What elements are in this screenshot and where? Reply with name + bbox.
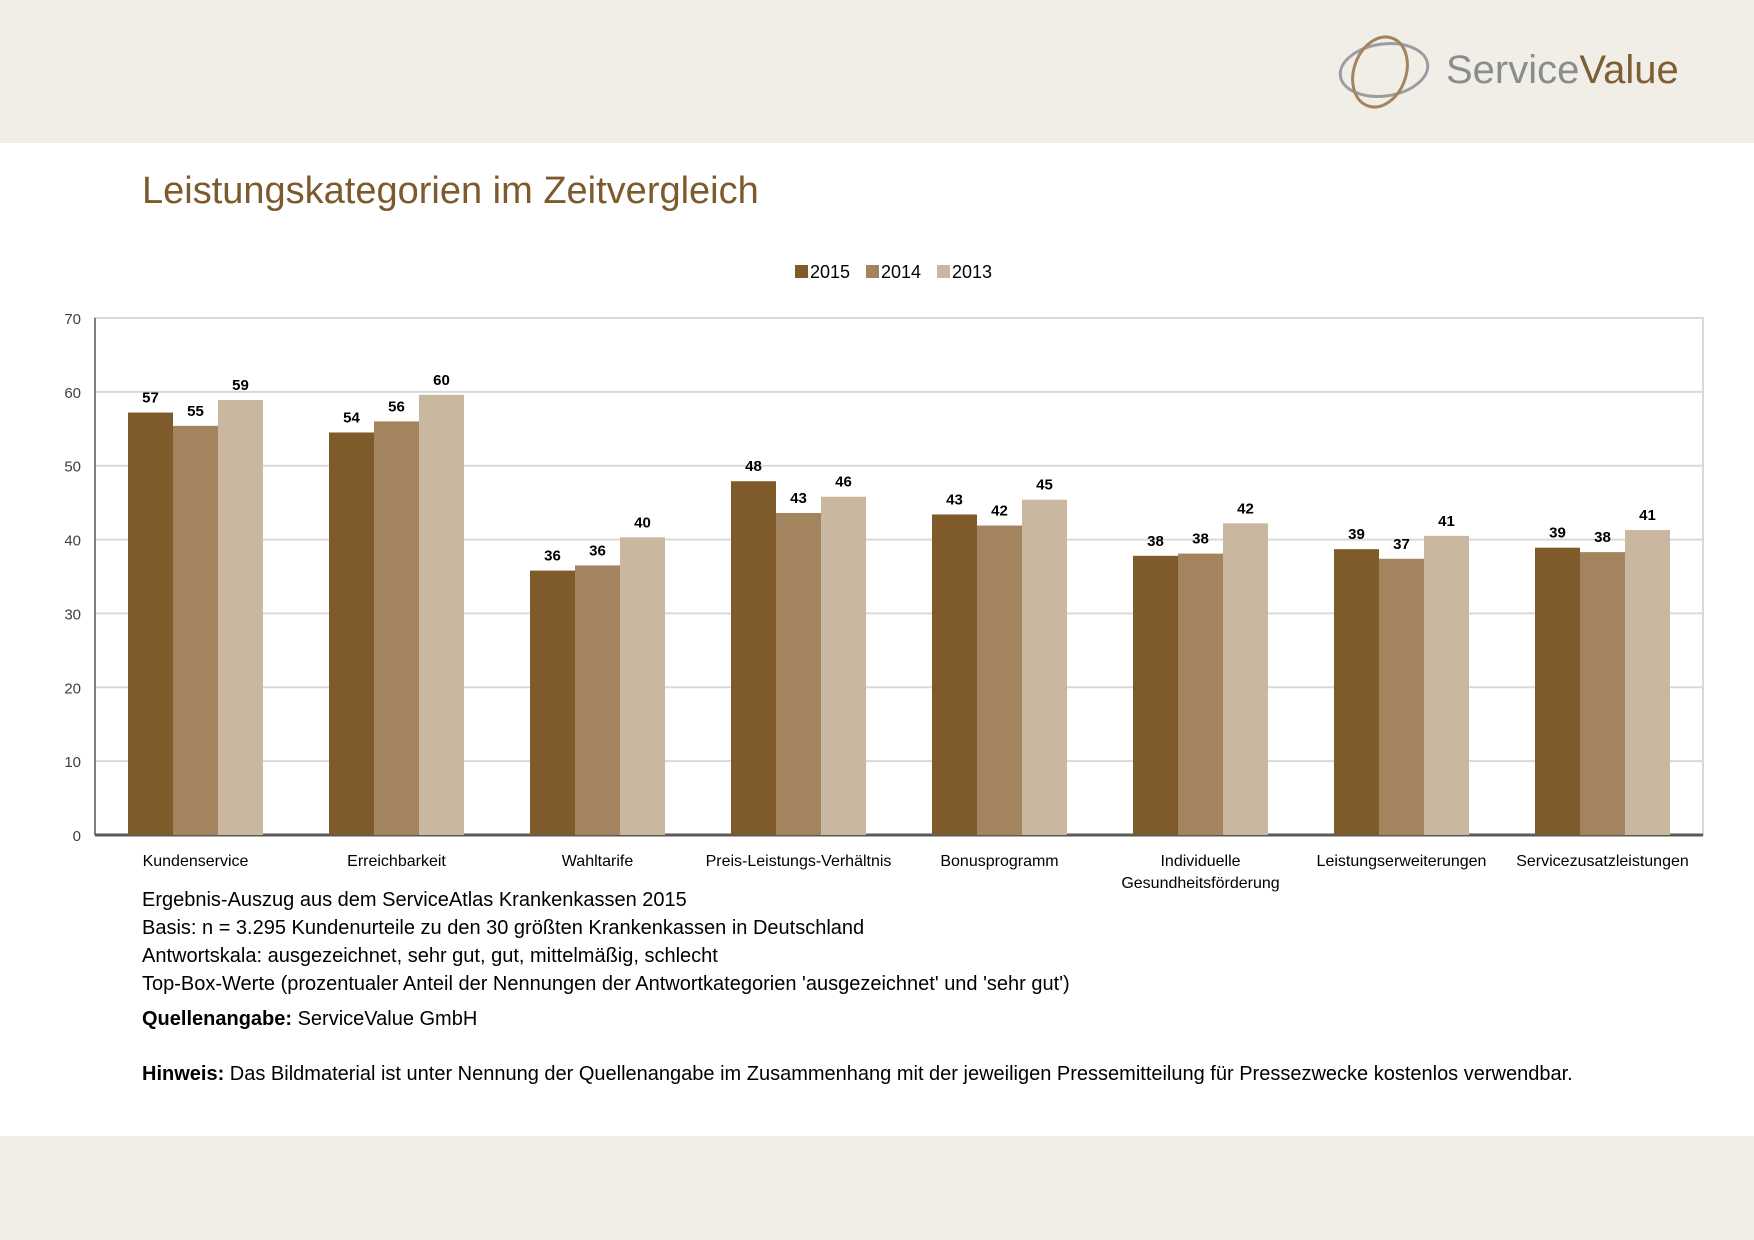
bar-2014: [173, 425, 218, 835]
bar-2013: [419, 394, 464, 835]
data-label: 41: [1639, 507, 1656, 524]
page-title: Leistungskategorien im Zeitvergleich: [142, 170, 759, 212]
category-label: Preis-Leistungs-Verhältnis: [706, 853, 892, 870]
legend-swatch-2014: [866, 265, 879, 278]
bar-2014: [575, 565, 620, 835]
y-tick-label: 10: [64, 754, 81, 771]
bar-2013: [1424, 535, 1469, 835]
data-label: 38: [1594, 529, 1611, 546]
bar-2013: [1625, 529, 1670, 835]
hint-label: Hinweis:: [142, 1063, 225, 1085]
hint-value: Das Bildmaterial ist unter Nennung der Q…: [224, 1063, 1573, 1085]
note-line-4: Top-Box-Werte (prozentualer Anteil der N…: [142, 973, 1070, 995]
logo-part-service: Service: [1446, 48, 1580, 92]
data-label: 40: [634, 514, 651, 531]
note-line-2: Basis: n = 3.295 Kundenurteile zu den 30…: [142, 917, 865, 939]
data-label: 42: [1237, 500, 1254, 517]
bar-2014: [977, 525, 1022, 835]
bar-2013: [620, 537, 665, 835]
logo-part-value: Value: [1579, 48, 1679, 92]
data-label: 59: [232, 377, 249, 394]
bar-chart: 0 10 20 30 40 50 60 70 57 55 59 Kundenservice 54 56 60…: [64, 262, 1704, 892]
footer-band: [0, 1136, 1754, 1240]
category-label: Kundenservice: [143, 853, 249, 870]
source-value: ServiceValue GmbH: [292, 1008, 478, 1030]
bar-2013: [1223, 523, 1268, 835]
y-tick-label: 50: [64, 459, 81, 476]
logo-wordmark: ServiceValue: [1446, 48, 1679, 93]
bar-2015: [128, 412, 173, 835]
data-label: 56: [388, 398, 405, 415]
note-line-1: Ergebnis-Auszug aus dem ServiceAtlas Kra…: [142, 889, 687, 911]
data-label: 39: [1549, 525, 1566, 542]
bar-2013: [218, 399, 263, 835]
header-band: [0, 0, 1754, 143]
logo-rings-icon: [1338, 35, 1430, 109]
data-label: 45: [1036, 477, 1053, 494]
note-line-3: Antwortskala: ausgezeichnet, sehr gut, g…: [142, 945, 718, 967]
bar-2013: [1022, 499, 1067, 835]
bar-2015: [530, 570, 575, 835]
legend-swatch-2015: [795, 265, 808, 278]
y-tick-label: 30: [64, 606, 81, 623]
legend-label-2014: 2014: [881, 262, 921, 282]
bar-2013: [821, 496, 866, 835]
bar-2015: [1535, 547, 1580, 835]
category-label: Bonusprogramm: [940, 853, 1058, 870]
bar-2015: [1133, 555, 1178, 835]
bar-2015: [1334, 549, 1379, 835]
data-label: 42: [991, 503, 1008, 520]
y-tick-label: 20: [64, 680, 81, 697]
data-label: 36: [589, 542, 606, 559]
bar-2015: [329, 432, 374, 835]
category-label: Wahltarife: [562, 853, 634, 870]
bar-2014: [374, 421, 419, 835]
y-tick-label: 0: [73, 828, 81, 845]
data-label: 43: [790, 490, 807, 507]
data-label: 54: [343, 409, 360, 426]
data-label: 46: [835, 474, 852, 491]
notes-block: Ergebnis-Auszug aus dem ServiceAtlas Kra…: [142, 886, 1070, 998]
bar-2014: [1580, 552, 1625, 835]
bar-2014: [1178, 553, 1223, 835]
category-label: Leistungserweiterungen: [1317, 853, 1487, 870]
data-label: 41: [1438, 513, 1455, 530]
data-label: 37: [1393, 536, 1410, 553]
bar-2015: [731, 481, 776, 835]
data-label: 60: [433, 372, 450, 389]
bar-2014: [1379, 558, 1424, 835]
legend-label-2015: 2015: [810, 262, 850, 282]
category-label: Individuelle: [1160, 853, 1240, 870]
data-label: 38: [1147, 533, 1164, 550]
bar-2015: [932, 514, 977, 835]
y-tick-label: 40: [64, 533, 81, 550]
data-label: 38: [1192, 531, 1209, 548]
data-label: 36: [544, 548, 561, 565]
data-label: 43: [946, 491, 963, 508]
category-label: Erreichbarkeit: [347, 853, 446, 870]
legend-label-2013: 2013: [952, 262, 992, 282]
source-label: Quellenangabe:: [142, 1008, 293, 1030]
category-label: Gesundheitsförderung: [1121, 875, 1279, 892]
servicevalue-logo: ServiceValue: [1332, 30, 1732, 114]
category-label: Servicezusatzleistungen: [1516, 853, 1689, 870]
legend-swatch-2013: [937, 265, 950, 278]
y-tick-label: 70: [64, 311, 81, 328]
hint-line: Hinweis: Das Bildmaterial ist unter Nenn…: [142, 1063, 1573, 1086]
data-label: 57: [142, 390, 159, 407]
source-line: Quellenangabe: ServiceValue GmbH: [142, 1008, 477, 1031]
data-label: 39: [1348, 526, 1365, 543]
y-tick-label: 60: [64, 385, 81, 402]
bar-2014: [776, 512, 821, 835]
data-label: 48: [745, 458, 762, 475]
data-label: 55: [187, 403, 204, 420]
